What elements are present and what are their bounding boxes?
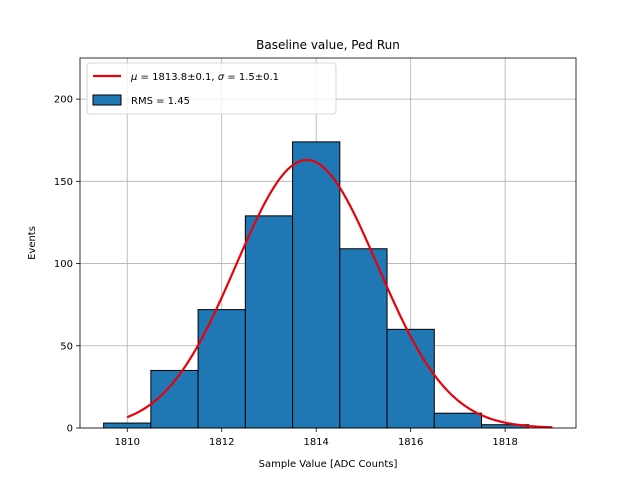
- x-axis-ticks: 1810 1812 1814 1816 1818: [115, 428, 518, 448]
- legend-box: [86, 62, 337, 115]
- y-tick-label: 200: [54, 95, 73, 106]
- legend-sigma-text: = 1.5±0.1: [224, 72, 279, 83]
- y-tick-label: 0: [67, 424, 73, 435]
- x-tick-label: 1816: [398, 437, 423, 448]
- legend-sigma-symbol: σ: [218, 72, 225, 83]
- histogram-bar: [386, 328, 435, 429]
- plot-frame: [79, 57, 577, 429]
- legend: μ = 1813.8±0.1, σ = 1.5±0.1 RMS = 1.45: [86, 62, 337, 115]
- histogram-bar: [197, 309, 246, 429]
- chart-title: Baseline value, Ped Run: [256, 38, 400, 52]
- legend-histogram-label: RMS = 1.45: [131, 96, 190, 107]
- y-axis-ticks: 0 50 100 150 200: [54, 95, 80, 435]
- legend-mu-text: = 1813.8±0.1,: [137, 72, 217, 83]
- y-tick-label: 50: [60, 341, 73, 352]
- histogram-bar: [433, 412, 483, 429]
- x-tick-label: 1812: [209, 437, 234, 448]
- legend-fit-label: μ = 1813.8±0.1, σ = 1.5±0.1: [130, 72, 279, 83]
- legend-histogram-swatch: [92, 94, 122, 106]
- histogram-bar: [292, 141, 341, 429]
- histogram-bar: [339, 248, 388, 429]
- x-tick-label: 1810: [115, 437, 140, 448]
- gaussian-fit-curve: [126, 158, 553, 429]
- x-tick-label: 1814: [303, 437, 328, 448]
- histogram-bars: [103, 141, 530, 429]
- y-axis-label: Events: [27, 226, 38, 260]
- histogram-bar: [103, 422, 152, 429]
- histogram-bar: [244, 215, 294, 429]
- x-axis-label: Sample Value [ADC Counts]: [259, 459, 398, 470]
- legend-mu-symbol: μ: [130, 72, 137, 83]
- x-tick-label: 1818: [492, 437, 517, 448]
- y-tick-label: 150: [54, 177, 73, 188]
- y-tick-label: 100: [54, 259, 73, 270]
